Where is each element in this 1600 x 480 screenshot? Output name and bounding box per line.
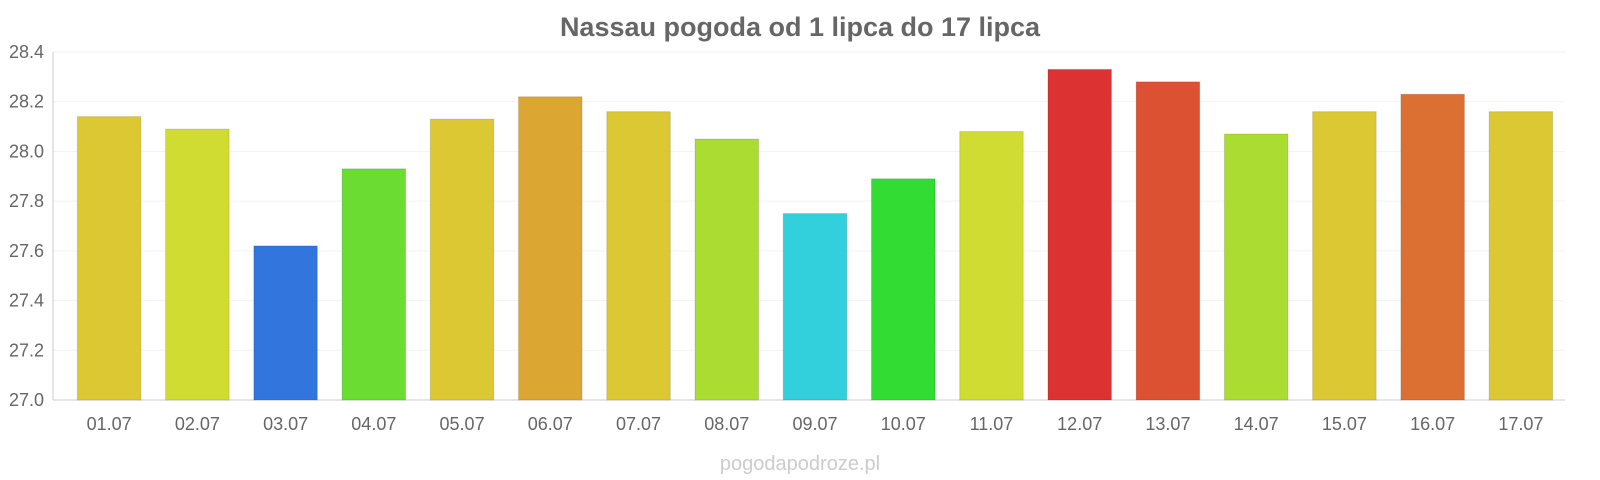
y-tick-label: 27.4 (9, 291, 44, 311)
y-tick-label: 28.0 (9, 141, 44, 161)
y-axis-tick-labels: 27.0 27.2 27.4 27.6 27.8 28.0 28.2 28.4 (9, 42, 44, 410)
x-tick-label: 10.07 (881, 414, 926, 434)
bar-01.07 (76, 116, 142, 401)
x-tick-label: 01.07 (87, 414, 132, 434)
x-tick-label: 11.07 (970, 414, 1014, 434)
bar-13.07 (1135, 81, 1201, 401)
bar-16.07 (1400, 93, 1465, 401)
x-tick-label: 03.07 (263, 414, 308, 434)
bar-12.07 (1047, 68, 1112, 401)
bar-17.07 (1488, 111, 1554, 401)
x-tick-label: 02.07 (175, 414, 220, 434)
y-tick-label: 27.8 (9, 191, 44, 211)
watermark: pogodapodroze.pl (720, 453, 880, 475)
bar-10.07 (870, 178, 936, 401)
bars (76, 68, 1554, 401)
x-tick-label: 04.07 (351, 414, 396, 434)
bar-09.07 (782, 213, 848, 401)
y-tick-label: 28.4 (9, 42, 44, 62)
x-tick-label: 09.07 (792, 414, 837, 434)
y-tick-label: 28.2 (9, 92, 44, 112)
bar-11.07 (959, 131, 1024, 401)
bar-07.07 (606, 111, 671, 401)
x-tick-label: 05.07 (440, 414, 485, 434)
x-tick-label: 12.07 (1057, 414, 1102, 434)
y-tick-label: 27.2 (9, 340, 44, 360)
x-tick-label: 07.07 (616, 414, 661, 434)
y-tick-label: 27.6 (9, 241, 44, 261)
x-tick-label: 15.07 (1322, 414, 1367, 434)
bar-15.07 (1312, 111, 1377, 401)
chart-title: Nassau pogoda od 1 lipca do 17 lipca (560, 12, 1041, 42)
x-tick-label: 14.07 (1234, 414, 1279, 434)
x-tick-label: 06.07 (528, 414, 573, 434)
bar-05.07 (429, 118, 495, 401)
bar-03.07 (253, 245, 318, 401)
bar-02.07 (165, 128, 230, 401)
x-tick-label: 17.07 (1498, 414, 1543, 434)
bar-04.07 (341, 168, 407, 401)
x-tick-label: 13.07 (1145, 414, 1190, 434)
bar-14.07 (1223, 133, 1289, 401)
y-tick-label: 27.0 (9, 390, 44, 410)
x-tick-label: 16.07 (1410, 414, 1455, 434)
bar-06.07 (518, 96, 583, 401)
x-tick-label: 08.07 (704, 414, 749, 434)
bar-08.07 (694, 138, 760, 401)
x-axis-tick-labels: 01.07 02.07 03.07 04.07 05.07 06.07 07.07 08.07… (87, 414, 1544, 434)
